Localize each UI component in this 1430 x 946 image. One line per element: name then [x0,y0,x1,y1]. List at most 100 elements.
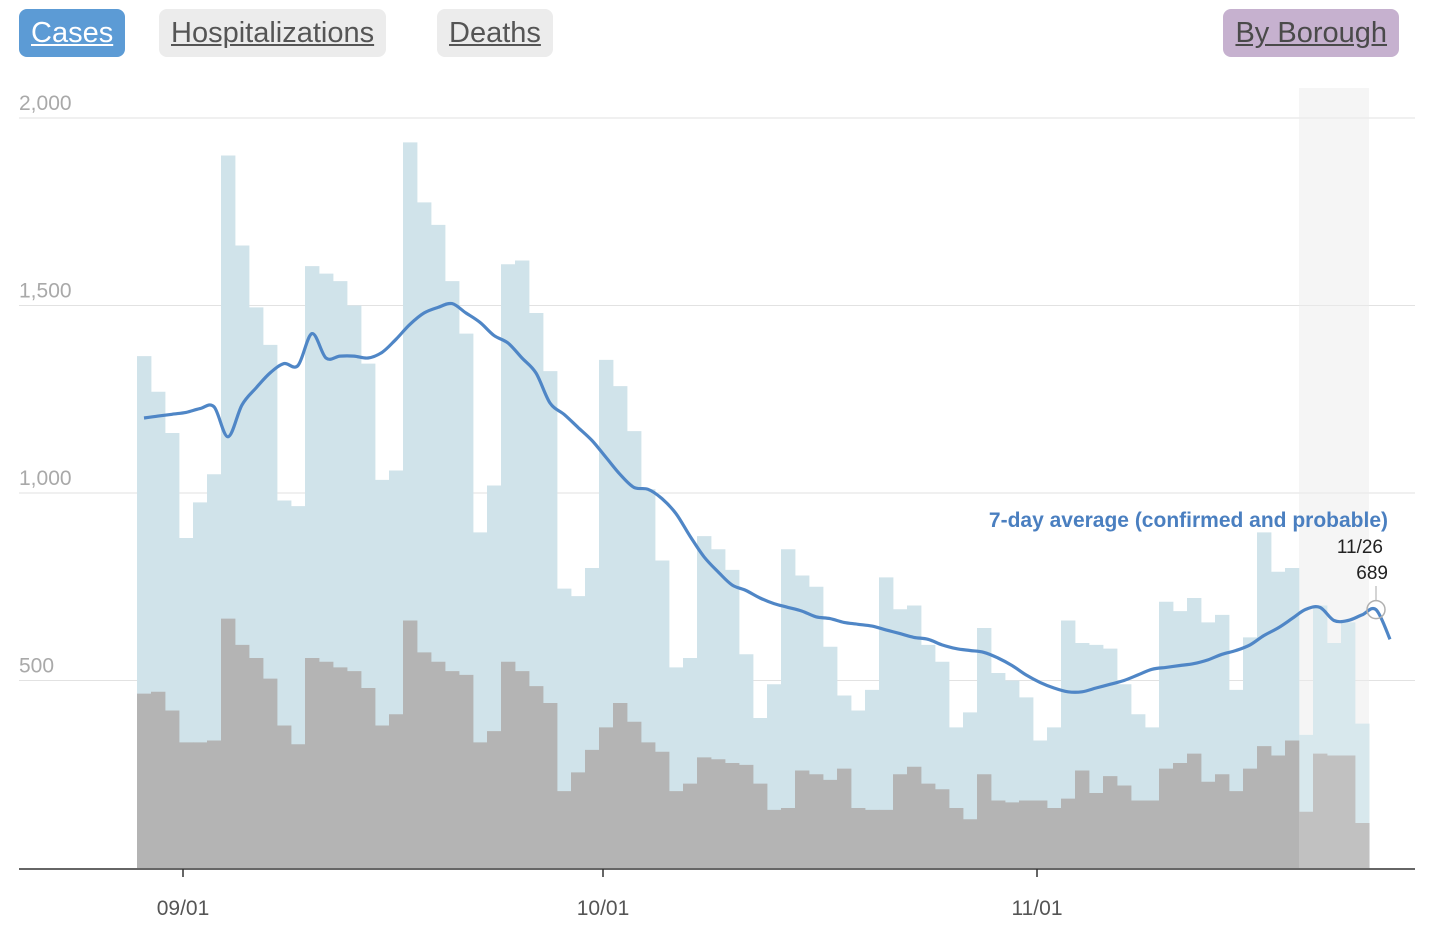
confirmed-cases-bar [1159,768,1174,868]
confirmed-cases-bar [1285,740,1300,868]
confirmed-cases-bar [1229,791,1244,868]
y-tick-label: 1,500 [19,280,72,303]
y-tick-label: 2,000 [19,92,72,115]
annotation: 7-day average (confirmed and probable) 1… [989,509,1388,584]
x-axis: 09/01 10/01 11/01 [19,868,1415,920]
confirmed-cases-bar [711,759,726,868]
confirmed-cases-bar [1117,785,1132,868]
confirmed-cases-bar [403,620,418,868]
confirmed-cases-bar [347,671,362,868]
confirmed-cases-bar [487,731,502,868]
confirmed-cases-bar [795,770,810,868]
confirmed-cases-bar [263,678,278,868]
confirmed-cases-bar [1271,755,1286,868]
confirmed-cases-bar [1173,763,1188,868]
confirmed-cases-bar [851,808,866,868]
confirmed-cases-bar [1299,811,1314,868]
x-tick-label: 11/01 [1012,897,1063,920]
confirmed-cases-bar [991,800,1006,868]
x-tick-label: 10/01 [577,897,630,920]
confirmed-cases-bar [473,742,488,868]
confirmed-cases-bar [1355,823,1370,868]
confirmed-cases-bar [193,742,208,868]
confirmed-cases-bar [767,809,782,868]
total-cases-bar [879,577,894,868]
confirmed-cases-bar [613,703,628,868]
confirmed-cases-bar [179,742,194,868]
confirmed-cases-bar [431,661,446,868]
confirmed-cases-bar [585,749,600,868]
confirmed-cases-bar [1243,768,1258,868]
hospitalizations-tab[interactable]: Hospitalizations [159,9,387,57]
tooltip-value: 689 [1356,563,1388,584]
confirmed-cases-bar [1005,802,1020,868]
confirmed-cases-bar [151,691,166,868]
seven-day-average-line [143,301,1392,694]
confirmed-cases-bar [935,789,950,868]
by-borough-button[interactable]: By Borough [1223,9,1399,57]
confirmed-cases-bar [1131,800,1146,868]
confirmed-cases-bar [1187,753,1202,868]
confirmed-cases-bar [1327,755,1342,868]
confirmed-cases-bar [529,686,544,868]
confirmed-cases-bar [557,791,572,868]
confirmed-cases-bar [375,725,390,868]
y-tick-label: 500 [19,655,54,678]
confirmed-cases-bar [809,774,824,868]
confirmed-cases-bar [1201,781,1216,868]
confirmed-cases-bar [1061,798,1076,868]
confirmed-cases-bar [697,757,712,868]
confirmed-cases-bar [1145,800,1160,868]
confirmed-cases-bars [137,88,1370,868]
confirmed-cases-bar [277,725,292,868]
confirmed-cases-bar [655,751,670,868]
deaths-tab[interactable]: Deaths [437,9,553,57]
confirmed-cases-bar [165,710,180,868]
confirmed-cases-bar [445,671,460,868]
confirmed-cases-bar [739,764,754,868]
confirmed-cases-bar [1313,753,1328,868]
confirmed-cases-bar [753,783,768,868]
confirmed-cases-bar [1257,746,1272,868]
confirmed-cases-bar [235,644,250,868]
confirmed-cases-bar [333,667,348,868]
confirmed-cases-bar [627,721,642,868]
confirmed-cases-bar [977,774,992,868]
confirmed-cases-bar [963,819,978,868]
confirmed-cases-bar [207,740,222,868]
confirmed-cases-bar [1341,755,1356,868]
confirmed-cases-bar [1075,770,1090,868]
confirmed-cases-bar [1033,800,1048,868]
confirmed-cases-bar [683,783,698,868]
confirmed-cases-bar [907,766,922,868]
confirmed-cases-bar [781,808,796,868]
confirmed-cases-bar [543,703,558,868]
confirmed-cases-bar [319,661,334,868]
incomplete-region-overlay [1299,88,1369,868]
confirmed-cases-bar [1103,776,1118,868]
seven-day-average [143,301,1392,694]
confirmed-cases-bar [137,693,152,868]
confirmed-cases-bar [291,744,306,868]
annotation-marker [1366,599,1386,620]
confirmed-cases-bar [389,714,404,868]
confirmed-cases-bar [893,774,908,868]
confirmed-cases-bar [501,661,516,868]
confirmed-cases-bar [221,618,236,868]
confirmed-cases-bar [249,658,264,868]
confirmed-cases-bar [949,808,964,868]
confirmed-cases-bar [641,742,656,868]
confirmed-cases-bar [879,809,894,868]
confirmed-cases-bar [921,783,936,868]
x-tick-label: 09/01 [157,897,210,920]
confirmed-cases-bar [865,809,880,868]
confirmed-cases-bar [417,652,432,868]
cases-tab[interactable]: Cases [19,9,126,57]
confirmed-cases-bar [1089,793,1104,868]
confirmed-cases-bar [305,658,320,868]
confirmed-cases-bar [837,768,852,868]
confirmed-cases-bar [1047,808,1062,868]
total-cases-bar [781,549,796,868]
confirmed-cases-bar [515,671,530,868]
confirmed-cases-bar [599,727,614,868]
